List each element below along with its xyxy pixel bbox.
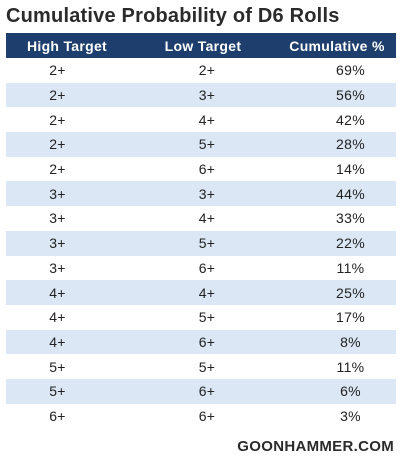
cumulative-cell: 44% bbox=[336, 185, 365, 202]
cumulative-cell: 17% bbox=[336, 309, 365, 326]
low-target-cell: 6+ bbox=[198, 259, 216, 276]
low-target-cell: 4+ bbox=[198, 111, 216, 128]
high-target-cell: 2+ bbox=[49, 87, 66, 104]
table-row: 4+ 5+ 17% bbox=[6, 305, 396, 330]
high-target-cell: 4+ bbox=[49, 284, 66, 301]
low-target-cell: 5+ bbox=[198, 309, 216, 326]
cumulative-cell: 69% bbox=[336, 62, 365, 79]
table-row: 3+ 5+ 22% bbox=[6, 230, 396, 256]
table-row: 5+ 5+ 11% bbox=[6, 354, 396, 379]
low-target-cell: 3+ bbox=[198, 87, 216, 104]
cumulative-cell: 14% bbox=[336, 161, 365, 178]
column-header-high-target: High Target bbox=[26, 37, 108, 54]
high-target-cell: 4+ bbox=[49, 309, 66, 326]
high-target-cell: 3+ bbox=[49, 210, 66, 227]
table-row: 3+ 4+ 33% bbox=[6, 206, 396, 231]
table-header-row: High Target Low Target Cumulative % bbox=[6, 33, 396, 58]
table-row: 4+ 4+ 25% bbox=[6, 280, 396, 305]
high-target-cell: 5+ bbox=[49, 383, 66, 400]
low-target-cell: 5+ bbox=[198, 235, 216, 252]
column-header-low-target: Low Target bbox=[164, 37, 242, 54]
cumulative-cell: 6% bbox=[340, 383, 361, 400]
column-header-cumulative: Cumulative % bbox=[289, 37, 385, 54]
low-target-cell: 6+ bbox=[198, 161, 216, 178]
cumulative-cell: 3% bbox=[340, 407, 361, 424]
cumulative-cell: 28% bbox=[336, 136, 365, 153]
high-target-cell: 6+ bbox=[49, 407, 66, 424]
low-target-cell: 4+ bbox=[198, 284, 216, 301]
page-title: Cumulative Probability of D6 Rolls bbox=[6, 5, 340, 27]
low-target-cell: 6+ bbox=[198, 407, 216, 424]
table-row: 5+ 6+ 6% bbox=[6, 378, 396, 404]
cumulative-cell: 11% bbox=[336, 358, 365, 375]
table-row: 2+ 4+ 42% bbox=[6, 107, 396, 132]
cumulative-cell: 42% bbox=[336, 111, 365, 128]
table-row: 3+ 6+ 11% bbox=[6, 256, 396, 281]
table-row: 6+ 6+ 3% bbox=[6, 404, 396, 429]
high-target-cell: 3+ bbox=[49, 185, 66, 202]
cumulative-cell: 33% bbox=[336, 210, 365, 227]
cumulative-cell: 22% bbox=[336, 235, 365, 252]
cumulative-cell: 25% bbox=[336, 284, 365, 301]
table-row: 3+ 3+ 44% bbox=[6, 181, 396, 207]
high-target-cell: 3+ bbox=[49, 235, 66, 252]
high-target-cell: 4+ bbox=[49, 333, 66, 350]
cumulative-cell: 11% bbox=[336, 259, 365, 276]
low-target-cell: 2+ bbox=[198, 62, 216, 79]
high-target-cell: 2+ bbox=[49, 161, 66, 178]
low-target-cell: 5+ bbox=[198, 358, 216, 375]
high-target-cell: 2+ bbox=[49, 136, 66, 153]
high-target-cell: 2+ bbox=[49, 62, 66, 79]
high-target-cell: 5+ bbox=[49, 358, 66, 375]
table-row: 2+ 2+ 69% bbox=[6, 58, 396, 83]
low-target-cell: 6+ bbox=[198, 383, 216, 400]
high-target-cell: 3+ bbox=[49, 259, 66, 276]
table-row: 4+ 6+ 8% bbox=[6, 329, 396, 355]
high-target-cell: 2+ bbox=[49, 111, 66, 128]
low-target-cell: 5+ bbox=[198, 136, 216, 153]
table-row: 2+ 3+ 56% bbox=[6, 82, 396, 108]
cumulative-cell: 8% bbox=[340, 333, 361, 350]
source-credit: GOONHAMMER.COM bbox=[237, 438, 394, 455]
table-row: 2+ 6+ 14% bbox=[6, 157, 396, 182]
table-row: 2+ 5+ 28% bbox=[6, 132, 396, 157]
low-target-cell: 4+ bbox=[198, 210, 216, 227]
probability-table: High Target Low Target Cumulative % 2+ 2… bbox=[6, 33, 396, 428]
cumulative-cell: 56% bbox=[336, 87, 365, 104]
low-target-cell: 3+ bbox=[198, 185, 216, 202]
low-target-cell: 6+ bbox=[198, 333, 216, 350]
